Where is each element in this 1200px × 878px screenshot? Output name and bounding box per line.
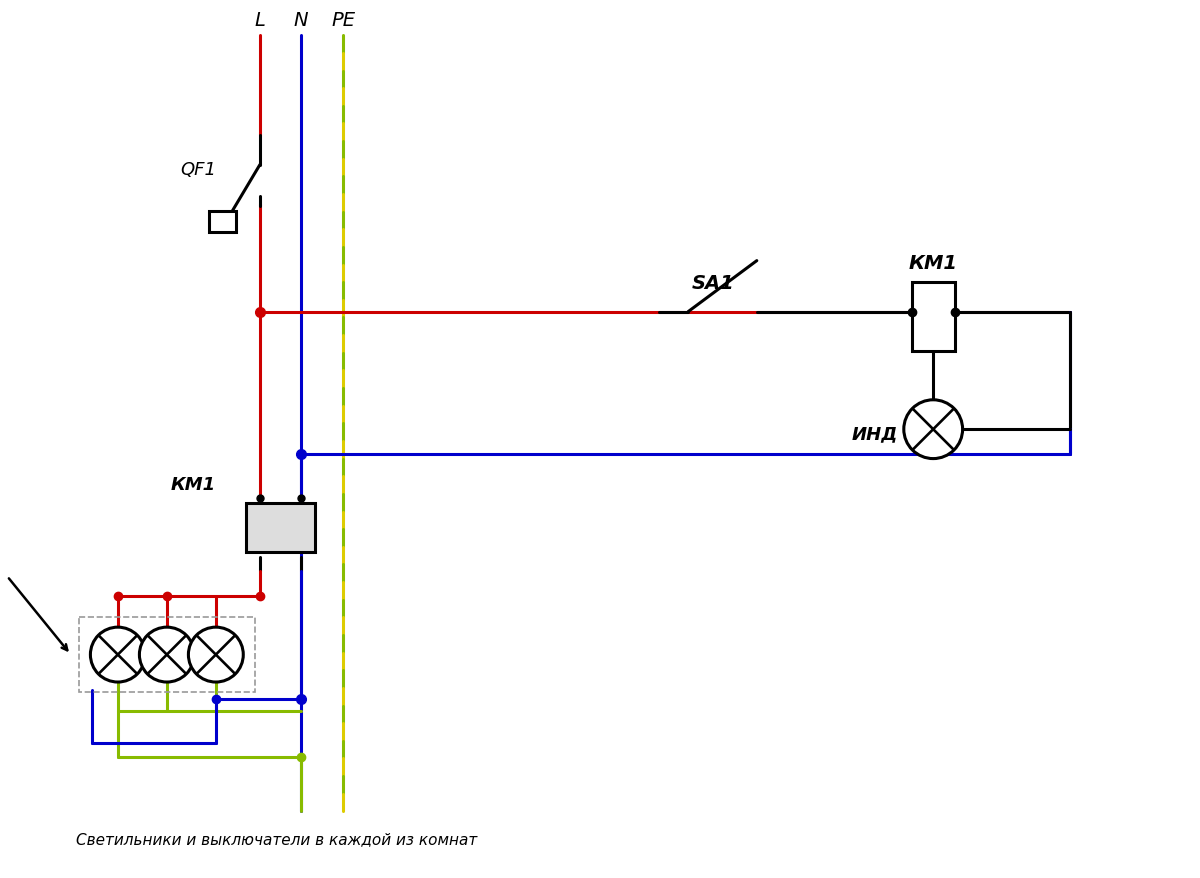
Text: КМ1: КМ1 [908,254,958,273]
Bar [246,503,314,552]
Bar [912,283,955,351]
Text: SA1: SA1 [691,274,734,292]
Bar [209,212,236,233]
Circle shape [188,628,244,682]
Bar [79,617,256,692]
Text: QF1: QF1 [180,161,216,178]
Text: КМ1: КМ1 [170,475,216,493]
Text: PE: PE [331,11,355,31]
Circle shape [139,628,194,682]
Circle shape [904,400,962,459]
Text: L: L [254,11,265,31]
Text: N: N [294,11,308,31]
Text: ИНД: ИНД [852,425,898,443]
Text: Светильники и выключатели в каждой из комнат: Светильники и выключатели в каждой из ко… [76,831,476,846]
Circle shape [90,628,145,682]
